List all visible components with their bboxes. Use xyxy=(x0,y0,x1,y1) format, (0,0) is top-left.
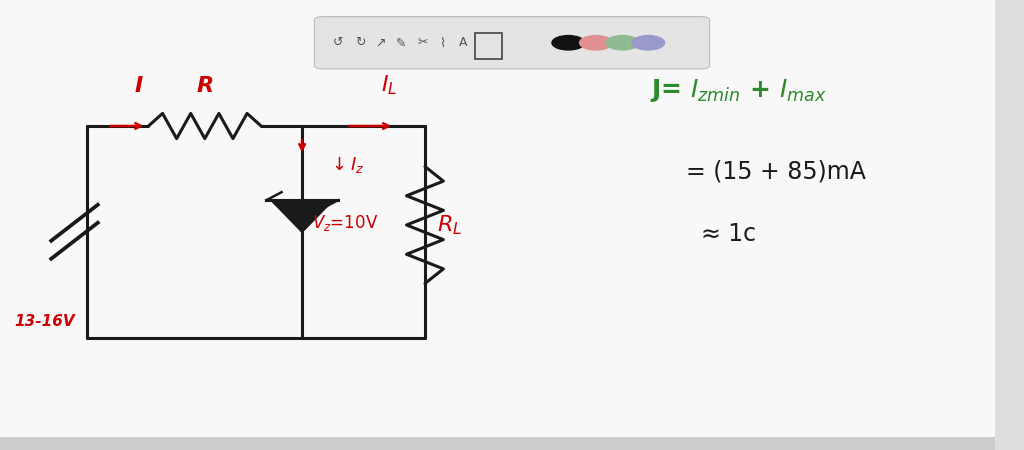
Text: ≈ 1c: ≈ 1c xyxy=(701,222,757,246)
Text: 13-16V: 13-16V xyxy=(14,314,75,329)
Text: ✂: ✂ xyxy=(418,36,428,49)
FancyBboxPatch shape xyxy=(314,17,710,69)
Circle shape xyxy=(552,36,585,50)
Bar xyxy=(995,0,1024,450)
Text: ▣: ▣ xyxy=(475,36,487,49)
Text: ✎: ✎ xyxy=(396,36,407,49)
Text: I: I xyxy=(134,76,142,95)
Text: ↗: ↗ xyxy=(376,36,386,49)
Circle shape xyxy=(580,36,612,50)
Bar xyxy=(0,437,1024,450)
Text: $I_L$: $I_L$ xyxy=(381,74,397,97)
Text: $R_L$: $R_L$ xyxy=(437,213,463,237)
FancyBboxPatch shape xyxy=(475,33,502,59)
Text: ↻: ↻ xyxy=(355,36,366,49)
Text: $\downarrow I_z$: $\downarrow I_z$ xyxy=(328,154,364,175)
Circle shape xyxy=(632,36,665,50)
Text: A: A xyxy=(459,36,467,49)
Text: J= $I_{zmin}$ + $I_{max}$: J= $I_{zmin}$ + $I_{max}$ xyxy=(650,76,827,104)
Circle shape xyxy=(606,36,639,50)
Text: R: R xyxy=(197,76,213,95)
Text: ⌇: ⌇ xyxy=(439,36,445,49)
Polygon shape xyxy=(271,200,333,232)
Text: ↺: ↺ xyxy=(333,36,343,49)
Text: = (15 + 85)mA: = (15 + 85)mA xyxy=(686,159,866,183)
Text: $V_z$=10V: $V_z$=10V xyxy=(312,213,379,233)
